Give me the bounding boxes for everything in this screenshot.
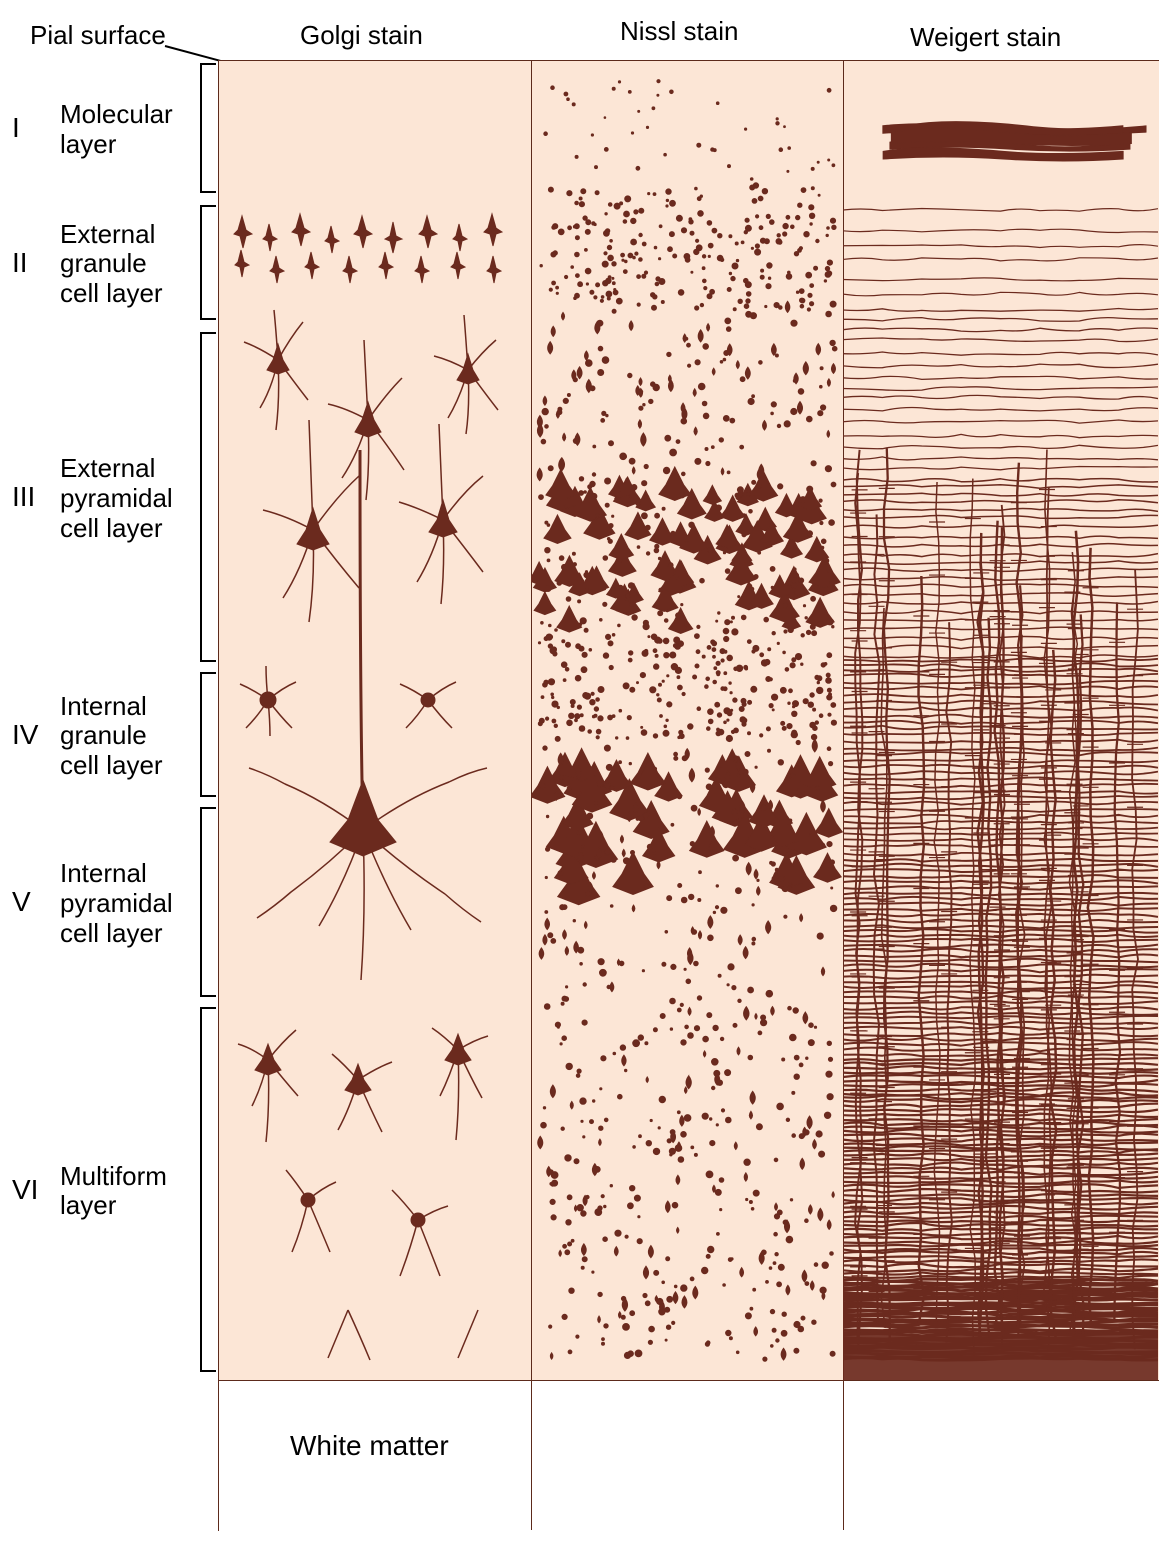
weigert-column xyxy=(843,60,1158,1380)
golgi-column xyxy=(218,60,531,1380)
layer-bracket-II xyxy=(200,205,202,320)
cortical-layers-figure: Pial surface Golgi stain Nissl stain Wei… xyxy=(0,0,1163,1563)
weigert-header: Weigert stain xyxy=(910,22,1061,53)
golgi-header: Golgi stain xyxy=(300,20,423,51)
layer-name-VI: Multiformlayer xyxy=(60,1162,167,1222)
pial-surface-label: Pial surface xyxy=(30,20,166,51)
nissl-column xyxy=(531,60,843,1380)
nissl-header: Nissl stain xyxy=(620,16,738,47)
pial-pointer-line xyxy=(165,45,223,62)
layer-name-I: Molecularlayer xyxy=(60,100,173,160)
layer-numeral-V: V xyxy=(12,886,31,918)
layer-name-IV: Internalgranulecell layer xyxy=(60,692,163,782)
layer-numeral-VI: VI xyxy=(12,1174,38,1206)
layer-bracket-VI xyxy=(200,1007,202,1372)
layer-name-III: Externalpyramidalcell layer xyxy=(60,454,173,544)
layer-numeral-IV: IV xyxy=(12,719,38,751)
layer-name-V: Internalpyramidalcell layer xyxy=(60,859,173,949)
layer-bracket-V xyxy=(200,807,202,997)
layer-numeral-II: II xyxy=(12,247,28,279)
layer-numeral-III: III xyxy=(12,481,35,513)
layer-name-II: Externalgranulecell layer xyxy=(60,220,163,310)
white-matter-label: White matter xyxy=(290,1430,449,1462)
layer-bracket-III xyxy=(200,332,202,662)
layer-numeral-I: I xyxy=(12,112,20,144)
layer-bracket-I xyxy=(200,63,202,193)
layer-bracket-IV xyxy=(200,672,202,797)
